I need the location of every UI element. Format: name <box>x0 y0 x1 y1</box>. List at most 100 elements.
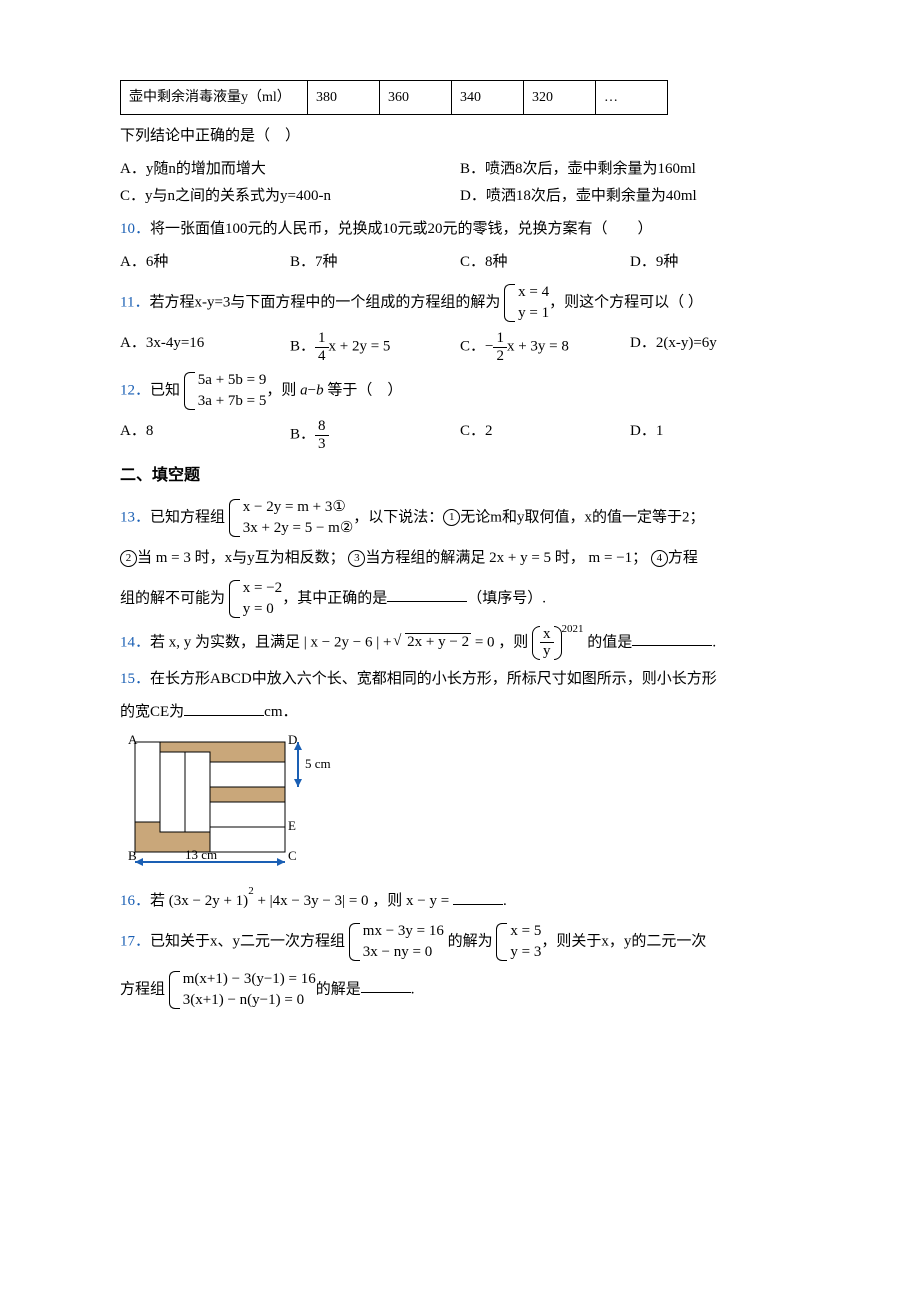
s2t: 当 m = 3 时，x与y互为相反数； <box>137 550 345 566</box>
q11-t2: ，则这个方程可以（ ） <box>549 295 703 311</box>
label-D: D <box>288 732 297 747</box>
q14: 14．若 x, y 为实数，且满足 | x − 2y − 6 | + 2x + … <box>120 626 800 660</box>
system-brace: mx − 3y = 16 3x − ny = 0 <box>349 921 444 963</box>
system-brace: x = 5 y = 3 <box>496 921 541 963</box>
system-brace: x = 4 y = 1 <box>504 282 549 324</box>
q12: 12．已知 5a + 5b = 9 3a + 7b = 5 ，则 a−b 等于（… <box>120 370 800 412</box>
q15-num: 15． <box>120 671 150 687</box>
q17-pre: 已知关于x、y二元一次方程组 <box>150 933 345 949</box>
q16: 16．若 (3x − 2y + 1)2 + |4x − 3y − 3| = 0 … <box>120 888 800 915</box>
cell: 360 <box>380 81 452 115</box>
circle-3: 3 <box>348 550 365 567</box>
section-2-title: 二、填空题 <box>120 462 800 491</box>
opt-d: D．1 <box>630 418 800 452</box>
q11-t1: 若方程x-y=3与下面方程中的一个组成的方程组的解为 <box>149 295 500 311</box>
l2a: 的宽CE为 <box>120 704 184 720</box>
rect-diagram: A B C D E 5 cm 13 cm <box>120 732 340 872</box>
opt-b: B．喷洒8次后，壶中剩余量为160ml <box>460 156 800 183</box>
opt-b-pre: B． <box>290 339 315 355</box>
fill-blank[interactable] <box>184 700 264 716</box>
label-C: C <box>288 848 297 863</box>
opt-c: C．y与n之间的关系式为y=400-n <box>120 183 460 210</box>
exponent: 2 <box>248 885 254 897</box>
sys-row: x = 5 <box>510 921 541 942</box>
q17-mid2: ，则关于x，y的二元一次 <box>541 933 706 949</box>
sys-row: x − 2y = m + 3① <box>243 497 354 518</box>
q10-options: A．6种 B．7种 C．8种 D．9种 <box>120 249 800 276</box>
q15-text: 在长方形ABCD中放入六个长、宽都相同的小长方形，所标尺寸如图所示，则小长方形 <box>150 671 717 687</box>
label-E: E <box>288 818 296 833</box>
sqrt: 2x + y − 2 <box>395 629 471 656</box>
sys-row: 3x − ny = 0 <box>363 942 444 963</box>
radicand: 2x + y − 2 <box>405 633 471 650</box>
q11-num: 11． <box>120 295 149 311</box>
s4t: 方程 <box>668 550 698 566</box>
sys-row: 3(x+1) − n(y−1) = 0 <box>183 990 316 1011</box>
opt-b: B．7种 <box>290 249 460 276</box>
l2b: 的解是 <box>316 981 361 997</box>
q12-num: 12． <box>120 383 150 399</box>
cell: 380 <box>308 81 380 115</box>
q10-text: 将一张面值100元的人民币，兑换成10元或20元的零钱，兑换方案有（ ） <box>150 221 653 237</box>
sys-row: m(x+1) − 3(y−1) = 16 <box>183 969 316 990</box>
q9-options: A．y随n的增加而增大 B．喷洒8次后，壶中剩余量为160ml C．y与n之间的… <box>120 156 800 210</box>
q13-pre: 已知方程组 <box>150 509 225 525</box>
q14-tail: . <box>712 634 716 650</box>
q16-tail: . <box>503 893 507 909</box>
q12-pre: 已知 <box>150 383 180 399</box>
q17-tail: . <box>411 981 415 997</box>
s1t: 无论m和y取何值，x的值一定等于2； <box>460 509 704 525</box>
q11-options: A．3x-4y=16 B．14x + 2y = 5 C．−12x + 3y = … <box>120 330 800 364</box>
opt-d: D．9种 <box>630 249 800 276</box>
q12-post: ，则 a−b 等于（ ） <box>266 383 402 399</box>
q13-num: 13． <box>120 509 150 525</box>
opt-b: B．14x + 2y = 5 <box>290 330 460 364</box>
cell: … <box>596 81 668 115</box>
q17-mid1: 的解为 <box>444 933 497 949</box>
data-table: 壶中剩余消毒液量y（ml） 380 360 340 320 … <box>120 80 668 115</box>
exponent: 2021 <box>562 623 584 635</box>
opt-c: C．8种 <box>460 249 630 276</box>
l2a: 方程组 <box>120 981 165 997</box>
sys-row: y = 1 <box>518 303 549 324</box>
fill-blank[interactable] <box>632 630 712 646</box>
q13-line1: 13．已知方程组 x − 2y = m + 3① 3x + 2y = 5 − m… <box>120 497 800 539</box>
system-brace: m(x+1) − 3(y−1) = 16 3(x+1) − n(y−1) = 0 <box>169 969 316 1011</box>
fill-blank[interactable] <box>453 889 503 905</box>
q15-line2: 的宽CE为cm． <box>120 699 800 726</box>
fraction: 12 <box>493 330 507 364</box>
sys-row: x = −2 <box>243 578 282 599</box>
paren-fraction: xy <box>532 626 562 660</box>
opt-a: A．y随n的增加而增大 <box>120 156 460 183</box>
q11: 11．若方程x-y=3与下面方程中的一个组成的方程组的解为 x = 4 y = … <box>120 282 800 324</box>
q10-num: 10． <box>120 221 150 237</box>
circle-1: 1 <box>443 509 460 526</box>
dim-right: 5 cm <box>305 756 331 771</box>
sys-row: 3x + 2y = 5 − m② <box>243 518 354 539</box>
system-brace: x − 2y = m + 3① 3x + 2y = 5 − m② <box>229 497 354 539</box>
fill-blank[interactable] <box>387 586 467 602</box>
l3a: 组的解不可能为 <box>120 590 225 606</box>
q13-line3: 组的解不可能为 x = −2 y = 0 ，其中正确的是（填序号）. <box>120 578 800 620</box>
q13-mid: ，以下说法： <box>353 509 443 525</box>
opt-b-post: x + 2y = 5 <box>329 339 391 355</box>
q15-line1: 15．在长方形ABCD中放入六个长、宽都相同的小长方形，所标尺寸如图所示，则小长… <box>120 666 800 693</box>
opt-b-pre: B． <box>290 427 315 443</box>
opt-c-post: x + 3y = 8 <box>507 339 569 355</box>
opt-c-pre: C．− <box>460 339 493 355</box>
fill-blank[interactable] <box>361 977 411 993</box>
table-header-cell: 壶中剩余消毒液量y（ml） <box>121 81 308 115</box>
sys-row: y = 3 <box>510 942 541 963</box>
opt-c: C．2 <box>460 418 630 452</box>
q10: 10．将一张面值100元的人民币，兑换成10元或20元的零钱，兑换方案有（ ） <box>120 216 800 243</box>
q9-lead: 下列结论中正确的是（ ） <box>120 123 800 150</box>
opt-a: A．3x-4y=16 <box>120 330 290 364</box>
l3b: ，其中正确的是 <box>282 590 387 606</box>
q14-mid: = 0 ，则 <box>471 634 528 650</box>
fraction: xy <box>540 626 554 660</box>
sys-row: x = 4 <box>518 282 549 303</box>
cell: 340 <box>452 81 524 115</box>
sys-row: 5a + 5b = 9 <box>198 370 267 391</box>
q14-post: 的值是 <box>584 634 633 650</box>
label-B: B <box>128 848 137 863</box>
